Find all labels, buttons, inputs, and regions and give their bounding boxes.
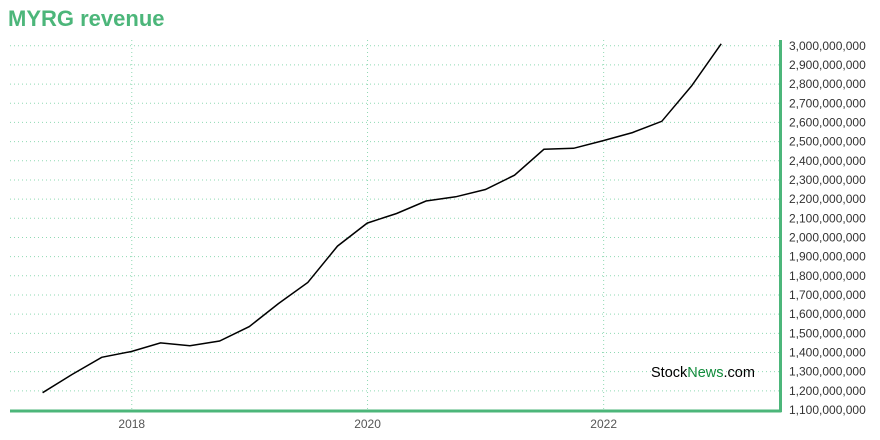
y-tick-label: 2,700,000,000	[789, 96, 866, 110]
x-tick-label: 2020	[354, 417, 381, 431]
y-tick-label: 2,800,000,000	[789, 77, 866, 91]
chart-title: MYRG revenue	[8, 6, 165, 31]
watermark-news: News	[687, 365, 724, 381]
y-tick-label: 2,000,000,000	[789, 230, 866, 244]
y-tick-label: 1,500,000,000	[789, 326, 866, 340]
y-tick-label: 1,100,000,000	[789, 403, 866, 417]
y-tick-label: 1,700,000,000	[789, 288, 866, 302]
x-axis-tick-labels: 2018 2020 2022	[118, 417, 617, 431]
y-tick-label: 2,500,000,000	[789, 135, 866, 149]
watermark-stock: Stock	[651, 365, 688, 381]
x-tick-label: 2022	[590, 417, 617, 431]
y-tick-label: 2,900,000,000	[789, 58, 866, 72]
y-tick-label: 1,300,000,000	[789, 365, 866, 379]
stocknews-watermark: StockNews.com	[651, 365, 755, 381]
y-tick-label: 2,300,000,000	[789, 173, 866, 187]
y-tick-label: 1,600,000,000	[789, 307, 866, 321]
y-axis-tick-labels: 1,100,000,000 1,200,000,000 1,300,000,000 1…	[789, 39, 866, 417]
y-tick-label: 2,200,000,000	[789, 192, 866, 206]
y-tick-label: 1,400,000,000	[789, 345, 866, 359]
y-tick-label: 1,800,000,000	[789, 269, 866, 283]
axes	[10, 40, 782, 413]
y-tick-label: 1,900,000,000	[789, 250, 866, 264]
y-tick-label: 2,400,000,000	[789, 154, 866, 168]
x-tick-label: 2018	[118, 417, 145, 431]
y-tick-label: 2,100,000,000	[789, 211, 866, 225]
revenue-series-line	[42, 43, 722, 394]
watermark-com: .com	[723, 365, 755, 381]
y-tick-label: 3,000,000,000	[789, 39, 866, 53]
y-tick-label: 1,200,000,000	[789, 384, 866, 398]
y-tick-label: 2,600,000,000	[789, 115, 866, 129]
grid-lines	[10, 40, 780, 411]
